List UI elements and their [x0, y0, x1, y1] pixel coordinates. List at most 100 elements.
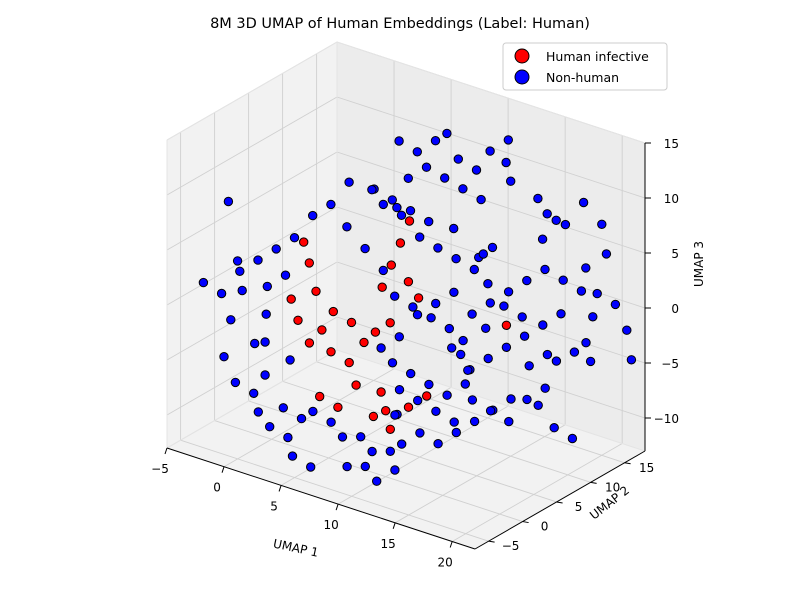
point-non-human [503, 287, 514, 297]
point-non-human [261, 309, 271, 319]
point-non-human [262, 281, 272, 292]
point-non-human [483, 279, 493, 289]
point-non-human [356, 432, 366, 442]
z-tick-label: −5 [661, 357, 679, 371]
x-tick-mark [221, 466, 225, 473]
point-non-human [558, 275, 568, 285]
point-non-human [219, 352, 229, 362]
point-non-human [453, 154, 463, 164]
axis-lines [164, 142, 651, 550]
point-non-human [576, 286, 587, 296]
point-non-human [403, 173, 413, 184]
grid-line-z-left [166, 261, 338, 361]
point-non-human [578, 197, 589, 208]
tick-labels: −5 0 5 10 15 20 −5 0 5 10 15 −10 −5 0 5 10 15 [151, 137, 679, 570]
point-non-human [326, 199, 336, 210]
point-non-human [306, 462, 316, 472]
point-non-human [551, 215, 561, 226]
point-non-human [283, 432, 293, 443]
y-tick-mark [590, 481, 597, 484]
point-non-human [506, 394, 516, 404]
point-non-human [519, 331, 530, 341]
point-non-human [431, 406, 441, 416]
x-tick-label: 0 [213, 481, 221, 495]
point-non-human [483, 353, 493, 364]
point-non-human [397, 439, 407, 449]
point-non-human [503, 135, 513, 145]
legend-marker-non-human [514, 69, 530, 85]
point-non-human [285, 355, 295, 365]
point-non-human [556, 309, 566, 319]
point-non-human [549, 423, 559, 433]
point-non-human [501, 157, 511, 168]
point-non-human [533, 193, 543, 204]
grid-line-x-floor [223, 368, 395, 468]
x-tick-mark [449, 541, 453, 548]
point-non-human [387, 195, 397, 205]
grid-line-y-floor [180, 439, 489, 542]
scatter-points [198, 128, 637, 486]
x-tick-label: 20 [438, 556, 453, 570]
point-non-human [271, 244, 281, 254]
point-human-infective [344, 357, 354, 368]
point-non-human [326, 417, 336, 427]
point-non-human [360, 243, 370, 254]
point-non-human [360, 461, 370, 472]
point-non-human [342, 461, 352, 472]
point-non-human [469, 264, 479, 275]
grid-line-z-left [166, 206, 338, 306]
x-tick-label: 10 [323, 518, 338, 532]
grid-line-z-left [166, 96, 338, 196]
legend-label-human-infective: Human infective [546, 49, 649, 64]
point-non-human [413, 395, 423, 406]
point-non-human [481, 323, 491, 333]
point-non-human [223, 196, 234, 207]
point-non-human [412, 147, 422, 157]
point-human-infective [299, 237, 309, 247]
point-non-human [278, 403, 288, 413]
point-non-human [337, 432, 348, 442]
point-non-human [396, 210, 407, 221]
point-non-human [478, 249, 488, 259]
point-non-human [424, 379, 434, 390]
point-non-human [378, 199, 388, 210]
point-non-human [476, 194, 486, 205]
legend: Human infective Non-human [502, 42, 668, 91]
point-non-human [504, 416, 514, 427]
point-non-human [426, 313, 436, 323]
grid-line-z-back [336, 151, 646, 254]
point-non-human [308, 210, 318, 221]
point-non-human [622, 325, 632, 335]
z-tick-label: 0 [671, 302, 679, 316]
axis-panes [167, 42, 645, 549]
point-non-human [485, 406, 496, 416]
point-non-human [456, 349, 466, 360]
point-non-human [471, 165, 482, 175]
point-non-human [421, 162, 432, 172]
point-human-infective [311, 286, 321, 296]
point-non-human [601, 249, 612, 259]
point-non-human [232, 256, 243, 266]
x-tick-mark [164, 447, 168, 455]
point-non-human [467, 309, 477, 319]
point-non-human [260, 337, 270, 347]
point-non-human [230, 377, 241, 388]
point-non-human [444, 323, 454, 334]
point-human-infective [404, 216, 415, 226]
grid-line-x-floor [337, 405, 509, 505]
point-non-human [540, 264, 550, 275]
point-non-human [367, 446, 377, 457]
point-human-infective [501, 320, 512, 330]
point-non-human [250, 338, 260, 349]
point-human-infective [403, 402, 414, 412]
chart-title: 8M 3D UMAP of Human Embeddings (Label: H… [210, 16, 590, 32]
point-non-human [485, 146, 495, 156]
pane-edge [336, 349, 646, 452]
y-tick-mark [624, 462, 631, 465]
point-non-human [522, 275, 532, 286]
y-tick-mark [556, 501, 563, 504]
point-non-human [449, 223, 459, 234]
point-non-human [551, 356, 562, 366]
point-non-human [226, 315, 236, 325]
